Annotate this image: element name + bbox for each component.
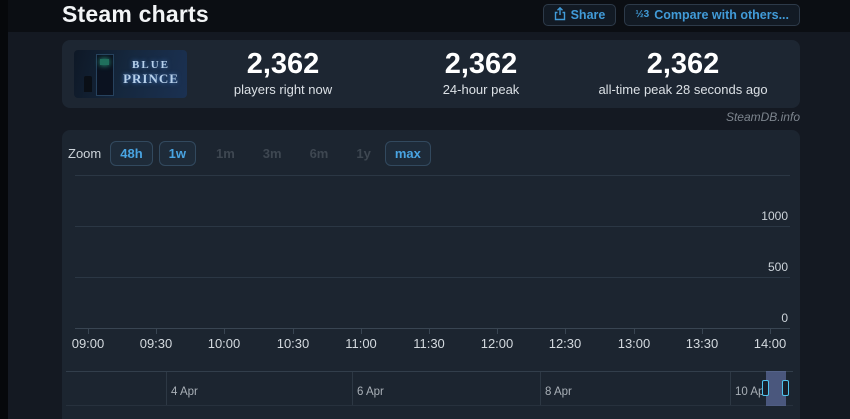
navigator-outline-bottom bbox=[66, 405, 793, 406]
window-left-edge bbox=[0, 0, 8, 419]
stat-players-now-label: players right now bbox=[233, 81, 333, 97]
navigator-gridline bbox=[540, 372, 541, 405]
navigator-gridline bbox=[166, 372, 167, 405]
x-axis-tick bbox=[634, 328, 635, 334]
capsule-figure-art bbox=[84, 76, 92, 92]
stat-alltime-peak: 2,362 all-time peak 28 seconds ago bbox=[598, 48, 768, 97]
compare-button-label: Compare with others... bbox=[654, 8, 789, 22]
navigator-right-handle[interactable] bbox=[782, 380, 789, 396]
zoom-label: Zoom bbox=[68, 146, 102, 161]
navigator-date-label: 10 Apr bbox=[735, 386, 769, 398]
navigator-outline-top bbox=[66, 371, 793, 372]
navigator-selected-range[interactable] bbox=[766, 371, 786, 406]
stat-24h-peak: 2,362 24-hour peak bbox=[442, 48, 520, 97]
stat-players-now-value: 2,362 bbox=[246, 48, 320, 80]
stat-24h-peak-label: 24-hour peak bbox=[442, 81, 520, 97]
game-logo-line1: Blue bbox=[132, 59, 170, 71]
page-title: Steam charts bbox=[62, 1, 209, 27]
zoom-button-1w[interactable]: 1w bbox=[158, 141, 196, 166]
x-axis-tick-label: 13:00 bbox=[617, 336, 651, 351]
x-axis-tick bbox=[770, 328, 771, 334]
x-axis-tick-label: 14:00 bbox=[753, 336, 787, 351]
navigator-date-label: 6 Apr bbox=[357, 386, 384, 398]
capsule-glow-art bbox=[100, 59, 109, 65]
y-axis-tick-label: 0 bbox=[781, 311, 788, 325]
share-button-label: Share bbox=[570, 8, 606, 22]
x-axis-tick bbox=[88, 328, 89, 334]
navigator-date-label: 8 Apr bbox=[545, 386, 572, 398]
compare-icon: ½3 bbox=[635, 9, 650, 20]
game-logo-line2: Prince bbox=[123, 70, 179, 86]
share-button[interactable]: Share bbox=[542, 4, 617, 26]
x-axis-tick-label: 11:00 bbox=[345, 336, 377, 351]
game-logo: Blue Prince bbox=[119, 59, 183, 87]
navigator-left-handle[interactable] bbox=[762, 380, 769, 396]
navigator-date-label: 4 Apr bbox=[171, 386, 198, 398]
x-axis-tick-label: 10:30 bbox=[276, 336, 310, 351]
x-axis-tick bbox=[156, 328, 157, 334]
x-axis-tick-label: 11:30 bbox=[413, 336, 445, 351]
x-axis-tick-label: 12:00 bbox=[480, 336, 514, 351]
y-axis-tick-label: 1000 bbox=[761, 209, 788, 223]
x-axis-tick-label: 09:00 bbox=[71, 336, 105, 351]
zoom-button-max[interactable]: max bbox=[384, 141, 431, 166]
x-axis-line bbox=[75, 328, 790, 329]
gridline-1000 bbox=[75, 226, 790, 227]
zoom-button-48h[interactable]: 48h bbox=[110, 141, 153, 166]
zoom-toolbar: Zoom 48h 1w 1m 3m 6m 1y max bbox=[68, 141, 437, 166]
header-bar: Steam charts Share ½3 Compare with other… bbox=[0, 0, 850, 32]
y-axis-tick-label: 500 bbox=[767, 260, 788, 274]
header-buttons: Share ½3 Compare with others... bbox=[542, 4, 800, 26]
x-axis-tick bbox=[702, 328, 703, 334]
compare-button[interactable]: ½3 Compare with others... bbox=[624, 4, 800, 26]
x-axis-tick bbox=[565, 328, 566, 334]
steamdb-watermark: SteamDB.info bbox=[725, 110, 800, 124]
x-axis-tick bbox=[429, 328, 430, 334]
zoom-button-1y: 1y bbox=[356, 146, 371, 161]
stat-players-now: 2,362 players right now bbox=[233, 48, 333, 97]
x-axis-tick bbox=[293, 328, 294, 334]
x-axis-tick-label: 13:30 bbox=[685, 336, 719, 351]
gridline-1500 bbox=[75, 175, 790, 176]
navigator-gridline bbox=[352, 372, 353, 405]
x-axis-tick-label: 09:30 bbox=[139, 336, 173, 351]
chart-panel: Zoom 48h 1w 1m 3m 6m 1y max 1000 500 0 0… bbox=[62, 130, 800, 419]
stats-panel: Blue Prince 2,362 players right now 2,36… bbox=[62, 40, 800, 108]
share-icon bbox=[554, 6, 566, 24]
chart-plot-area[interactable] bbox=[75, 170, 790, 328]
zoom-button-6m: 6m bbox=[309, 146, 329, 161]
stat-24h-peak-value: 2,362 bbox=[444, 48, 518, 80]
zoom-button-3m: 3m bbox=[262, 146, 282, 161]
stat-alltime-peak-label: all-time peak 28 seconds ago bbox=[598, 81, 768, 97]
gridline-500 bbox=[75, 277, 790, 278]
x-axis-tick bbox=[497, 328, 498, 334]
zoom-button-1m: 1m bbox=[215, 146, 235, 161]
x-axis-tick-label: 10:00 bbox=[207, 336, 241, 351]
x-axis-tick-label: 12:30 bbox=[548, 336, 582, 351]
stat-alltime-peak-value: 2,362 bbox=[646, 48, 720, 80]
x-axis-tick bbox=[224, 328, 225, 334]
game-capsule-image[interactable]: Blue Prince bbox=[74, 50, 187, 98]
x-axis-tick bbox=[361, 328, 362, 334]
navigator-gridline bbox=[730, 372, 731, 405]
